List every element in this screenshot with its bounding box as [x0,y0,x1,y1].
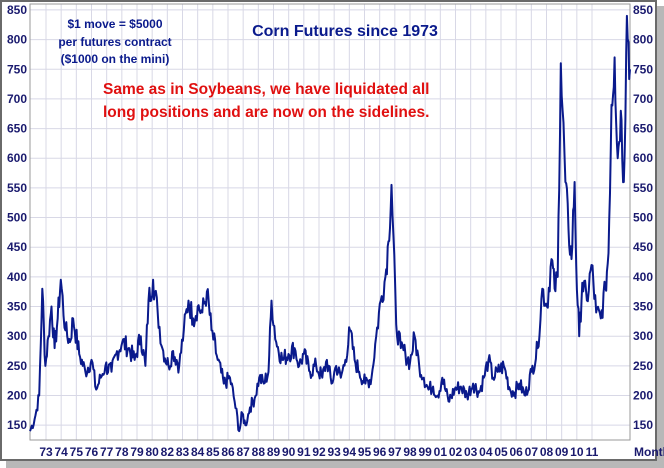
x-tick-label: 89 [267,445,281,459]
x-tick-label: 01 [434,445,448,459]
x-tick-label: 99 [418,445,432,459]
corn-price-line [29,14,631,433]
x-tick-label: 78 [115,445,129,459]
chart-title: Corn Futures since 1973 [252,23,438,40]
y-tick-label-right: 700 [633,92,653,106]
x-tick-label: 79 [130,445,144,459]
y-axis-left: 150 200 250 300 350 400 450 500 550 600 650 700 750 8… [7,3,27,432]
x-tick-label: 09 [555,445,569,459]
x-tick-label: 80 [145,445,159,459]
y-tick-label-right: 650 [633,122,653,136]
x-tick-label: 75 [70,445,84,459]
x-tick-label: 02 [449,445,463,459]
x-tick-label: 97 [388,445,402,459]
grid [30,4,630,440]
y-tick-label-left: 350 [7,300,27,314]
y-tick-label-right: 400 [633,270,653,284]
x-tick-label: 73 [39,445,53,459]
y-tick-label-right: 750 [633,62,653,76]
commentary-line-2: long positions and are now on the sideli… [103,104,429,121]
x-tick-label: 11 [586,445,599,459]
y-tick-label-right: 350 [633,300,653,314]
contract-note-line-1: $1 move = $5000 [67,17,162,31]
y-tick-label-left: 500 [7,211,27,225]
x-axis: 73 74 75 76 77 78 79 80 82 83 84 85 86 87 88 89 90 91 92 93… [39,445,598,459]
frequency-label: Monthly [634,445,664,459]
x-tick-label: 74 [54,445,68,459]
y-axis-right: 150 200 250 300 350 400 450 500 550 600 650 700 750 8… [633,3,653,432]
y-tick-label-left: 250 [7,359,27,373]
y-tick-label-right: 550 [633,181,653,195]
y-tick-label-left: 750 [7,62,27,76]
x-tick-label: 96 [373,445,387,459]
y-tick-label-right: 500 [633,211,653,225]
contract-note-line-3: ($1000 on the mini) [61,52,170,66]
x-tick-label: 06 [509,445,523,459]
x-tick-label: 82 [161,445,175,459]
x-tick-label: 05 [494,445,508,459]
x-tick-label: 93 [327,445,341,459]
x-tick-label: 90 [282,445,296,459]
x-tick-label: 08 [540,445,554,459]
y-tick-label-left: 700 [7,92,27,106]
y-tick-label-right: 200 [633,389,653,403]
y-tick-label-left: 850 [7,3,27,17]
x-tick-label: 86 [221,445,235,459]
x-tick-label: 88 [252,445,266,459]
y-tick-label-left: 400 [7,270,27,284]
x-tick-label: 07 [525,445,539,459]
x-tick-label: 10 [570,445,584,459]
y-tick-label-right: 850 [633,3,653,17]
y-tick-label-right: 300 [633,329,653,343]
x-tick-label: 03 [464,445,478,459]
x-tick-label: 98 [403,445,417,459]
y-tick-label-left: 200 [7,389,27,403]
y-tick-label-right: 600 [633,151,653,165]
x-tick-label: 83 [176,445,190,459]
x-tick-label: 76 [85,445,99,459]
x-tick-label: 85 [206,445,220,459]
x-tick-label: 84 [191,445,205,459]
y-tick-label-left: 300 [7,329,27,343]
y-tick-label-left: 150 [7,418,27,432]
y-tick-label-right: 450 [633,240,653,254]
x-tick-label: 94 [343,445,357,459]
y-tick-label-left: 550 [7,181,27,195]
x-tick-label: 77 [100,445,114,459]
y-tick-label-left: 650 [7,122,27,136]
x-tick-label: 87 [236,445,250,459]
x-tick-label: 04 [479,445,493,459]
y-tick-label-right: 150 [633,418,653,432]
y-tick-label-left: 450 [7,240,27,254]
y-tick-label-left: 800 [7,33,27,47]
plot-border [29,3,631,441]
y-tick-label-left: 600 [7,151,27,165]
x-tick-label: 92 [312,445,326,459]
y-tick-label-right: 800 [633,33,653,47]
y-tick-label-right: 250 [633,359,653,373]
x-tick-label: 95 [358,445,372,459]
commentary-line-1: Same as in Soybeans, we have liquidated … [103,81,429,98]
contract-note-line-2: per futures contract [58,35,171,49]
x-tick-label: 91 [297,445,311,459]
